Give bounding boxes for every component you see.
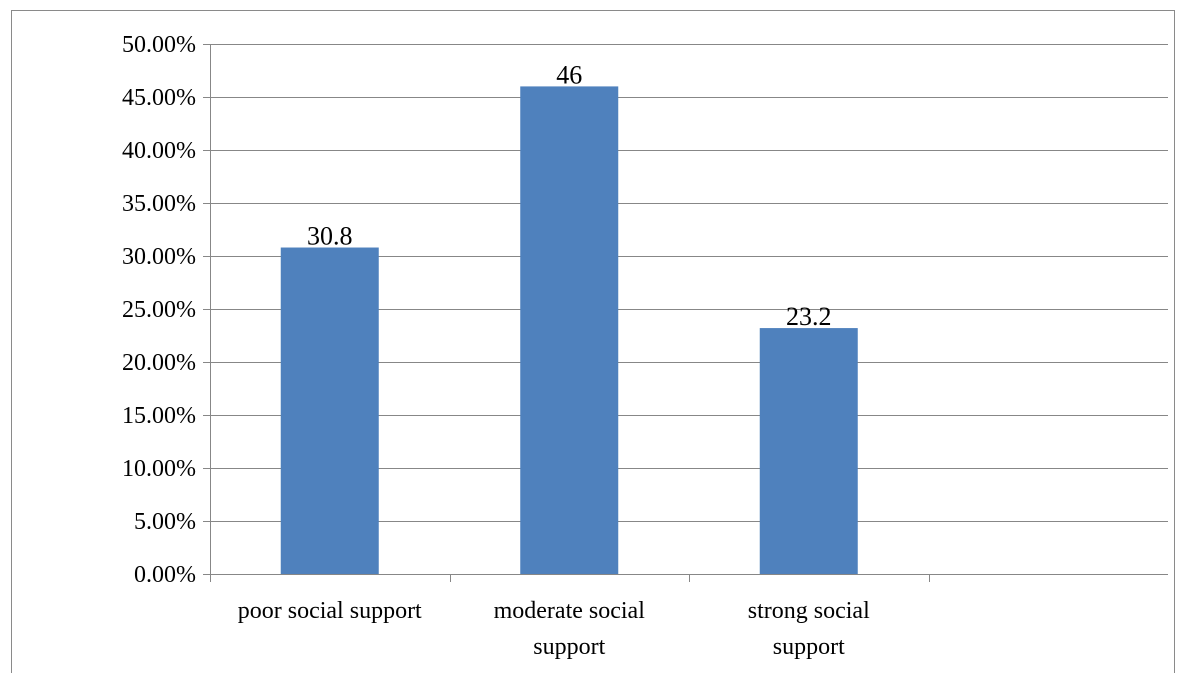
y-tick-label: 20.00% (122, 350, 196, 376)
data-label: 23.2 (786, 302, 832, 331)
y-tick-label: 10.00% (122, 456, 196, 482)
y-tick-label: 0.00% (134, 562, 196, 588)
data-label: 30.8 (307, 222, 353, 251)
x-axis (210, 574, 1168, 582)
y-tick-label: 35.00% (122, 191, 196, 217)
bar (280, 247, 379, 574)
bar (520, 86, 619, 575)
category-label: poor social support (238, 598, 422, 624)
category-label: strong social support (748, 598, 870, 660)
y-tick-label: 25.00% (122, 297, 196, 323)
bar (759, 328, 858, 574)
chart-frame (11, 10, 1175, 673)
y-tick-label: 30.00% (122, 244, 196, 270)
bars (280, 86, 858, 575)
y-tick-label: 50.00% (122, 32, 196, 58)
category-labels: poor social support moderate social suppor… (238, 598, 870, 660)
y-tick-label: 15.00% (122, 403, 196, 429)
data-label: 46 (556, 60, 582, 89)
y-tick-label: 45.00% (122, 85, 196, 111)
y-tick-label: 40.00% (122, 138, 196, 164)
category-label: moderate social support (494, 598, 646, 660)
data-labels: 30.8 46 23.2 (307, 60, 832, 331)
y-tick-label: 5.00% (134, 509, 196, 535)
y-axis-tick-labels: 0.00% 5.00% 10.00% 15.00% 20.00% 25.00% 30.00%… (122, 32, 211, 588)
